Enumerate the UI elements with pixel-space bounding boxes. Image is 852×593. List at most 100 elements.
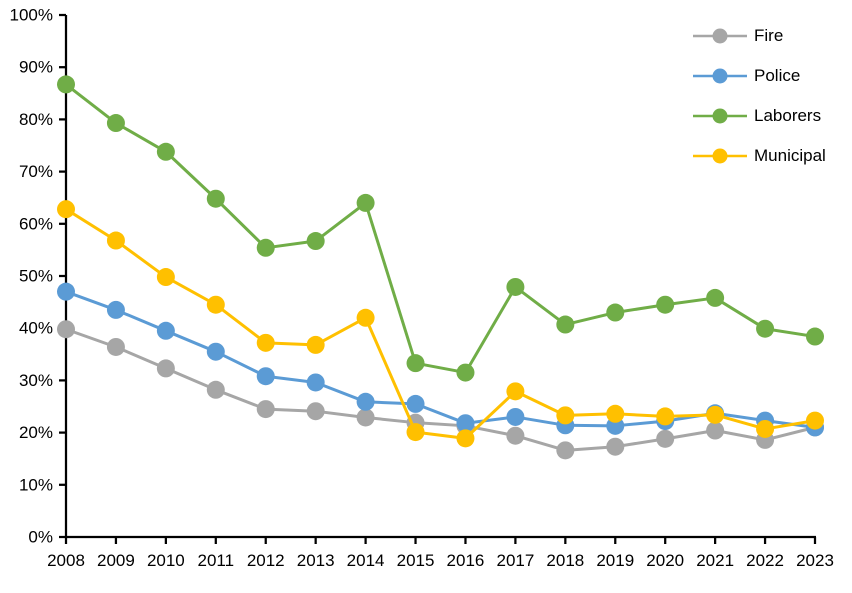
series-laborers-point-2021: [706, 288, 725, 307]
y-tick-label: 90%: [19, 58, 53, 77]
x-tick-label: 2020: [646, 551, 684, 570]
series-fire-point-2013: [306, 402, 325, 421]
series-fire-point-2009: [106, 337, 125, 356]
series-laborers-point-2012: [256, 238, 275, 257]
x-tick-label: 2023: [796, 551, 834, 570]
x-tick-label: 2014: [347, 551, 385, 570]
fire-series-marker-icon: [693, 28, 747, 44]
series-municipal-point-2012: [256, 333, 275, 352]
series-municipal-point-2016: [456, 429, 475, 448]
legend-label-fire: Fire: [754, 26, 784, 45]
y-tick-label: 0%: [28, 528, 53, 547]
series-municipal-point-2015: [406, 423, 425, 442]
series-municipal-point-2014: [356, 308, 375, 327]
y-tick-label: 80%: [19, 110, 53, 129]
y-tick-label: 10%: [19, 475, 53, 494]
laborers-series-marker-icon: [693, 108, 747, 124]
series-fire-point-2011: [206, 380, 225, 399]
series-fire-point-2012: [256, 400, 275, 419]
series-fire-point-2021: [706, 421, 725, 440]
series-police-point-2008: [57, 282, 75, 301]
series-laborers-point-2013: [306, 232, 325, 251]
series-police-point-2013: [306, 373, 325, 392]
series-fire-point-2020: [656, 429, 675, 448]
municipal-series-marker-icon: [693, 148, 747, 164]
x-tick-label: 2017: [496, 551, 534, 570]
x-tick-label: 2016: [447, 551, 485, 570]
series-laborers-point-2022: [756, 319, 775, 338]
series-laborers-point-2011: [206, 189, 225, 208]
series-fire-point-2017: [506, 426, 525, 445]
y-tick-label: 30%: [19, 371, 53, 390]
legend-item-fire: Fire: [692, 16, 826, 56]
x-tick-label: 2012: [247, 551, 285, 570]
y-tick-label: 100%: [10, 6, 53, 25]
series-police-point-2017: [506, 407, 525, 426]
legend-item-municipal: Municipal: [692, 136, 826, 176]
series-laborers-point-2008: [57, 75, 75, 94]
x-tick-label: 2009: [97, 551, 135, 570]
series-laborers-point-2009: [106, 114, 125, 133]
x-tick-label: 2021: [696, 551, 734, 570]
x-tick-label: 2018: [546, 551, 584, 570]
legend-item-laborers: Laborers: [692, 96, 826, 136]
series-fire: [57, 320, 824, 460]
legend: Fire Police Laborers Municipal: [692, 16, 826, 176]
series-municipal-point-2020: [656, 407, 675, 426]
y-axis-ticks: [59, 13, 66, 539]
x-tick-label: 2019: [596, 551, 634, 570]
series-laborers: [57, 75, 824, 382]
series-fire-line: [64, 327, 817, 452]
series-police-point-2014: [356, 392, 375, 411]
series-laborers-point-2020: [656, 295, 675, 314]
series-laborers-point-2017: [506, 277, 525, 296]
series-police-line: [64, 290, 817, 429]
x-axis-tick-labels: 2008 2009 2010 2011 2012 2013 2014 2015 2016 2017…: [47, 551, 834, 570]
series-municipal-point-2023: [806, 411, 824, 430]
series-police-point-2015: [406, 394, 425, 413]
series-laborers-point-2016: [456, 363, 475, 382]
x-tick-label: 2015: [397, 551, 435, 570]
series-municipal-point-2022: [756, 419, 775, 438]
series-municipal-line: [64, 207, 817, 440]
legend-item-police: Police: [692, 56, 826, 96]
series-municipal-point-2021: [706, 405, 725, 424]
series-fire-point-2008: [57, 320, 75, 339]
series-municipal-point-2013: [306, 335, 325, 354]
y-tick-label: 60%: [19, 214, 53, 233]
series-municipal-point-2019: [606, 404, 625, 423]
series-laborers-point-2018: [556, 315, 575, 334]
y-axis-tick-labels: 0% 10% 20% 30% 40% 50% 60% 70% 80% 90% 100%: [10, 6, 53, 547]
series-municipal-point-2010: [156, 268, 175, 287]
y-tick-label: 40%: [19, 319, 53, 338]
legend-label-police: Police: [754, 66, 801, 85]
series-laborers-point-2010: [156, 142, 175, 161]
series-laborers-point-2014: [356, 193, 375, 212]
series-police-point-2009: [106, 300, 125, 319]
series-laborers-point-2015: [406, 354, 425, 373]
series-fire-point-2010: [156, 359, 175, 378]
police-series-marker-icon: [693, 68, 747, 84]
series-police-point-2010: [156, 321, 175, 340]
series-laborers-line: [64, 82, 817, 375]
series-police-point-2016: [456, 414, 475, 433]
y-tick-label: 20%: [19, 423, 53, 442]
series-fire-point-2014: [356, 408, 375, 427]
y-tick-label: 50%: [19, 267, 53, 286]
legend-label-laborers: Laborers: [754, 106, 822, 125]
x-tick-label: 2010: [147, 551, 185, 570]
x-tick-label: 2022: [746, 551, 784, 570]
series-laborers-point-2019: [606, 303, 625, 322]
x-tick-label: 2013: [297, 551, 335, 570]
series-police-point-2012: [256, 367, 275, 386]
x-tick-label: 2011: [198, 551, 235, 570]
x-tick-label: 2008: [47, 551, 85, 570]
series-municipal-point-2017: [506, 382, 525, 401]
series-police-point-2011: [206, 342, 225, 361]
legend-label-municipal: Municipal: [754, 146, 826, 165]
y-tick-label: 70%: [19, 162, 53, 181]
series-laborers-point-2023: [806, 327, 824, 346]
x-axis-ticks: [64, 537, 817, 544]
